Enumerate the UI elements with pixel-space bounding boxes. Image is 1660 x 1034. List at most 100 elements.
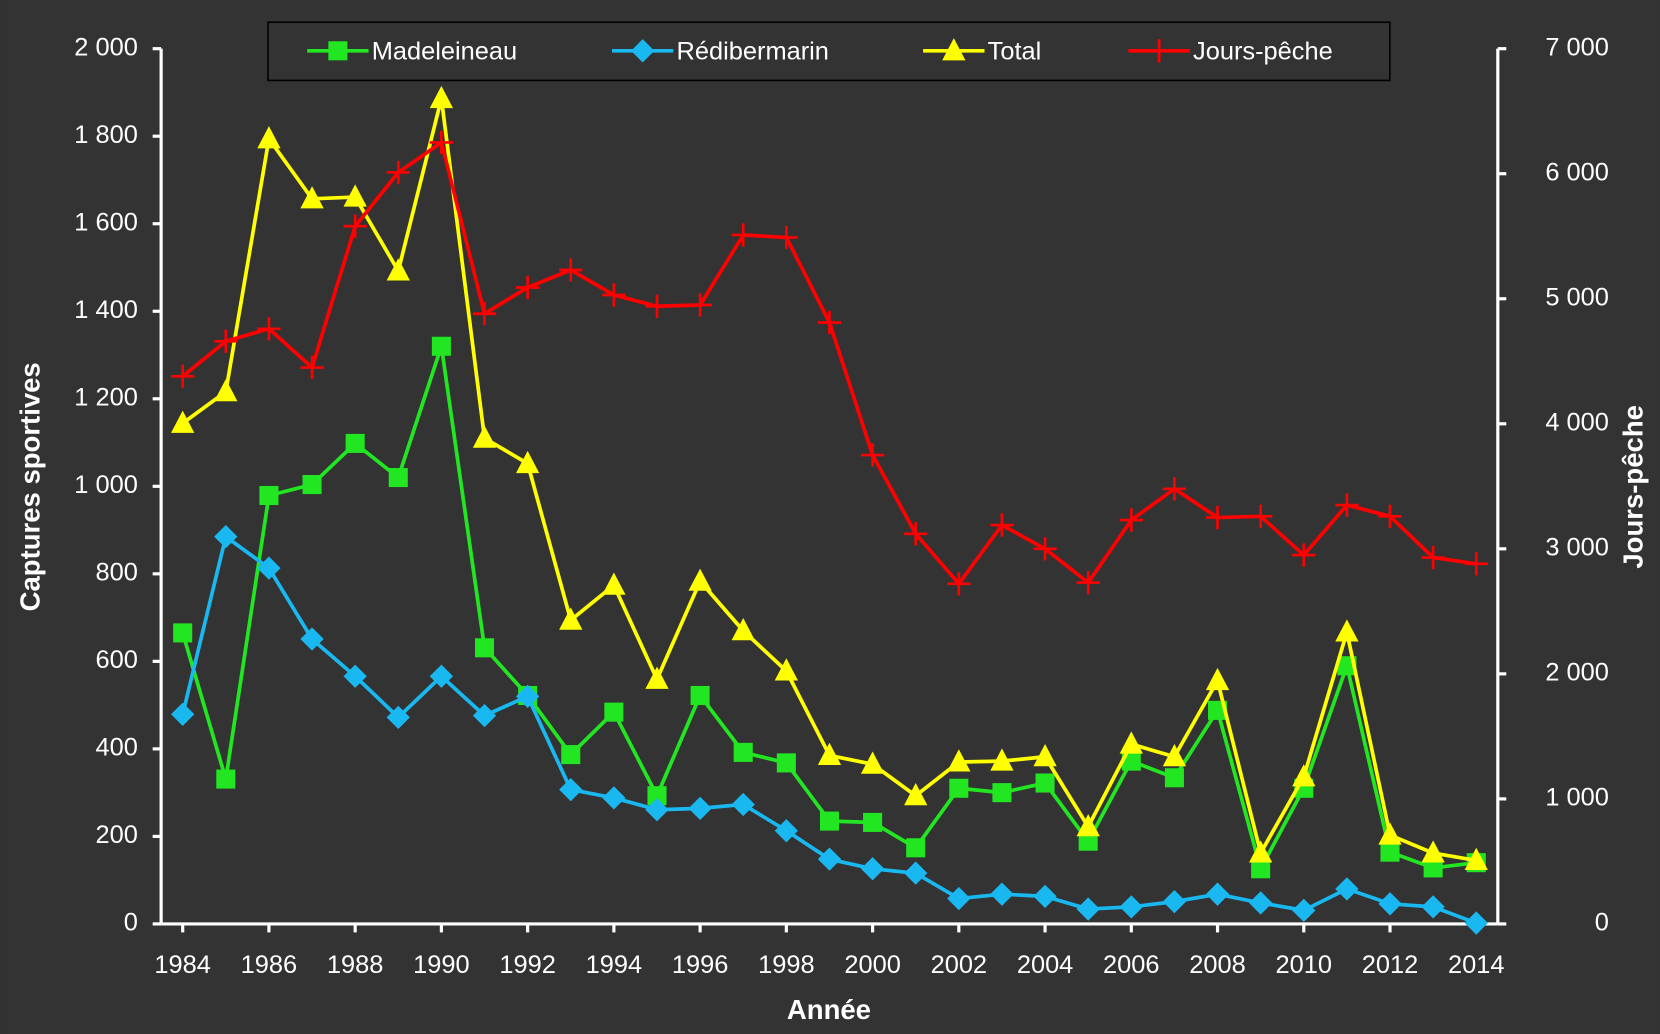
- x-tick-label: 1988: [327, 951, 383, 979]
- legend-marker: [942, 38, 966, 61]
- x-tick-label: 1996: [672, 951, 728, 979]
- data-point: [817, 742, 842, 765]
- data-point: [906, 838, 926, 858]
- data-point: [602, 786, 626, 810]
- data-point: [731, 618, 755, 641]
- x-tick-label: 2002: [931, 951, 987, 979]
- y-tick-label: 200: [95, 821, 137, 849]
- data-point: [1249, 840, 1273, 863]
- data-point: [386, 258, 410, 281]
- legend-label: Jours-pêche: [1193, 38, 1333, 66]
- data-point: [559, 607, 583, 630]
- data-point: [1162, 744, 1187, 767]
- data-point: [990, 748, 1014, 771]
- y2-axis-title: Jours-pêche: [1618, 405, 1649, 569]
- data-point: [733, 742, 753, 762]
- data-point: [472, 703, 497, 728]
- y2-tick-label: 3 000: [1545, 534, 1609, 562]
- y-tick-label: 0: [124, 909, 138, 937]
- y-tick-label: 400: [95, 734, 137, 762]
- data-point: [1033, 744, 1057, 767]
- data-point: [214, 524, 238, 549]
- x-tick-label: 2012: [1362, 951, 1418, 979]
- data-point: [1378, 504, 1402, 528]
- x-tick-label: 1992: [499, 951, 555, 979]
- data-point: [1421, 545, 1445, 570]
- data-point: [774, 658, 798, 681]
- data-point: [300, 355, 324, 380]
- data-point: [774, 225, 798, 250]
- data-point: [904, 522, 928, 546]
- data-point: [604, 702, 624, 722]
- data-point: [1078, 831, 1098, 851]
- data-point: [1464, 847, 1488, 871]
- y-tick-label: 1 600: [74, 208, 138, 236]
- data-point: [1119, 895, 1143, 919]
- data-point: [171, 410, 195, 433]
- legend-box: [267, 21, 1391, 82]
- data-point: [1076, 814, 1100, 837]
- data-point: [602, 572, 626, 595]
- data-point: [515, 275, 540, 300]
- legend-label: Rédibermarin: [677, 38, 829, 66]
- data-point: [1249, 504, 1273, 528]
- data-point: [343, 214, 367, 238]
- legend-marker: [631, 39, 655, 63]
- data-point: [559, 777, 583, 802]
- data-point: [1162, 889, 1187, 914]
- y2-tick-label: 0: [1595, 909, 1609, 937]
- data-point: [817, 310, 842, 335]
- x-tick-label: 2008: [1189, 951, 1245, 979]
- data-point: [1464, 911, 1488, 935]
- data-point: [860, 751, 885, 774]
- y2-tick-label: 1 000: [1545, 784, 1609, 812]
- data-point: [561, 745, 581, 765]
- y-tick-label: 1 000: [74, 471, 138, 499]
- data-point: [431, 336, 451, 356]
- data-point: [1380, 842, 1400, 862]
- data-point: [1076, 570, 1100, 595]
- x-tick-label: 2006: [1103, 951, 1159, 979]
- data-point: [1292, 543, 1316, 567]
- data-point: [690, 685, 710, 706]
- data-point: [602, 283, 626, 307]
- x-tick-label: 1990: [413, 951, 469, 979]
- data-point: [472, 425, 497, 448]
- data-point: [949, 778, 969, 798]
- y2-tick-label: 5 000: [1545, 283, 1609, 311]
- data-point: [731, 792, 755, 817]
- data-point: [1421, 895, 1445, 919]
- data-point: [731, 223, 755, 247]
- y2-tick-label: 7 000: [1545, 33, 1609, 61]
- data-point: [173, 623, 193, 643]
- legend-marker: [1147, 39, 1171, 63]
- x-axis-title: Année: [787, 994, 871, 1025]
- data-point: [904, 783, 928, 806]
- data-point: [214, 329, 238, 353]
- data-point: [302, 475, 322, 495]
- x-tick-label: 2000: [844, 951, 900, 979]
- y-tick-label: 2 000: [74, 33, 138, 61]
- data-point: [386, 160, 410, 185]
- data-point: [947, 749, 971, 772]
- data-point: [343, 664, 367, 688]
- data-point: [1162, 477, 1187, 501]
- data-point: [257, 317, 281, 341]
- data-point: [645, 798, 669, 822]
- data-point: [1205, 505, 1230, 530]
- data-point: [429, 130, 454, 155]
- data-point: [474, 638, 495, 658]
- data-point: [216, 769, 236, 789]
- data-point: [1035, 773, 1055, 793]
- data-point: [860, 857, 885, 881]
- data-point: [1076, 897, 1100, 921]
- legend-label: Madeleineau: [372, 38, 517, 66]
- data-point: [688, 293, 712, 317]
- data-point: [559, 258, 583, 282]
- data-point: [214, 379, 238, 402]
- data-point: [1335, 493, 1359, 517]
- data-point: [992, 783, 1012, 803]
- data-point: [990, 513, 1014, 537]
- data-point: [947, 572, 971, 596]
